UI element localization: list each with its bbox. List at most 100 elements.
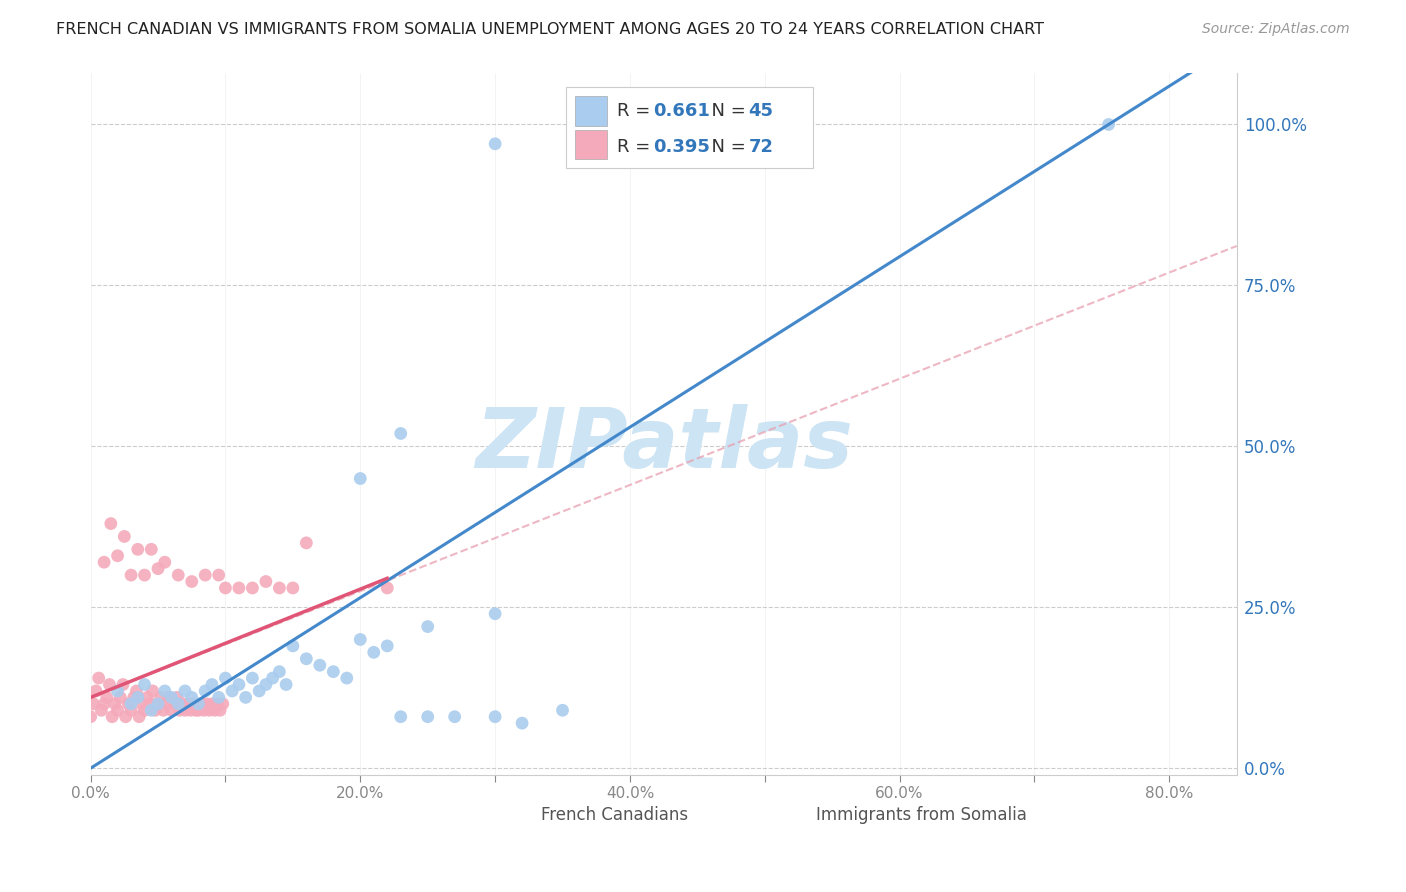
Point	[187, 697, 209, 711]
Point	[180, 574, 202, 589]
Point	[160, 690, 183, 705]
Point	[131, 697, 153, 711]
Point	[117, 697, 139, 711]
Point	[484, 136, 506, 151]
FancyBboxPatch shape	[575, 96, 607, 126]
Point	[169, 703, 191, 717]
Point	[157, 690, 180, 705]
Point	[247, 684, 270, 698]
Point	[87, 671, 110, 685]
Point	[221, 684, 243, 698]
Point	[134, 703, 156, 717]
Text: N =: N =	[700, 137, 752, 156]
Point	[211, 697, 233, 711]
Point	[208, 690, 231, 705]
Point	[146, 562, 169, 576]
Point	[107, 549, 129, 563]
Point	[190, 697, 212, 711]
Point	[194, 684, 217, 698]
Point	[134, 677, 156, 691]
Point	[443, 709, 465, 723]
Point	[142, 684, 165, 698]
Point	[269, 665, 291, 679]
Text: 0.661: 0.661	[654, 102, 710, 120]
Point	[389, 709, 412, 723]
Point	[107, 703, 129, 717]
Point	[214, 581, 236, 595]
Point	[166, 690, 188, 705]
FancyBboxPatch shape	[575, 130, 607, 160]
Point	[336, 671, 359, 685]
Point	[114, 709, 136, 723]
Point	[98, 677, 121, 691]
Point	[120, 568, 142, 582]
Point	[184, 703, 207, 717]
Point	[375, 639, 398, 653]
Point	[125, 684, 148, 698]
Point	[349, 471, 371, 485]
Point	[179, 703, 201, 717]
Point	[235, 690, 257, 705]
Point	[110, 690, 132, 705]
Point	[146, 697, 169, 711]
Point	[146, 697, 169, 711]
Text: FRENCH CANADIAN VS IMMIGRANTS FROM SOMALIA UNEMPLOYMENT AMONG AGES 20 TO 24 YEAR: FRENCH CANADIAN VS IMMIGRANTS FROM SOMAL…	[56, 22, 1045, 37]
Point	[84, 684, 107, 698]
Point	[107, 684, 129, 698]
Point	[127, 690, 149, 705]
Text: Immigrants from Somalia: Immigrants from Somalia	[815, 806, 1026, 824]
Point	[207, 697, 229, 711]
Point	[187, 703, 209, 717]
Point	[172, 697, 194, 711]
Point	[93, 697, 115, 711]
Point	[120, 703, 142, 717]
Point	[134, 568, 156, 582]
Point	[93, 555, 115, 569]
Point	[389, 426, 412, 441]
Point	[295, 536, 318, 550]
Point	[1097, 118, 1119, 132]
Point	[101, 709, 124, 723]
Point	[104, 697, 127, 711]
Point	[308, 658, 330, 673]
Point	[90, 703, 112, 717]
Point	[174, 684, 197, 698]
Point	[180, 690, 202, 705]
Text: R =: R =	[617, 137, 655, 156]
Point	[281, 639, 304, 653]
Point	[149, 690, 172, 705]
Point	[181, 697, 204, 711]
Point	[127, 542, 149, 557]
Point	[163, 697, 186, 711]
Point	[201, 697, 224, 711]
Text: Source: ZipAtlas.com: Source: ZipAtlas.com	[1202, 22, 1350, 37]
Point	[112, 529, 135, 543]
Point	[141, 703, 163, 717]
Point	[295, 652, 318, 666]
Point	[510, 716, 533, 731]
Point	[269, 581, 291, 595]
Point	[153, 684, 176, 698]
Point	[120, 697, 142, 711]
Point	[484, 607, 506, 621]
Point	[193, 703, 215, 717]
Point	[82, 697, 104, 711]
Point	[167, 568, 190, 582]
Point	[111, 677, 134, 691]
Point	[551, 703, 574, 717]
Point	[100, 516, 122, 531]
Point	[141, 542, 163, 557]
Point	[136, 690, 159, 705]
Point	[254, 574, 277, 589]
Point	[176, 697, 198, 711]
Point	[484, 709, 506, 723]
Point	[152, 703, 174, 717]
Point	[139, 697, 162, 711]
Point	[281, 581, 304, 595]
Point	[194, 568, 217, 582]
FancyBboxPatch shape	[749, 806, 804, 824]
Text: ZIPatlas: ZIPatlas	[475, 404, 852, 485]
Point	[375, 581, 398, 595]
Point	[122, 690, 145, 705]
Point	[363, 645, 385, 659]
